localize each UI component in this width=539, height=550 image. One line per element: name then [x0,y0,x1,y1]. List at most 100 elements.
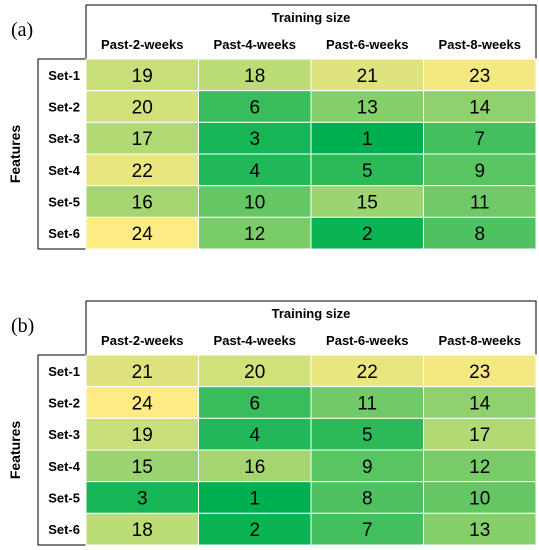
row-label: Set-5 [48,195,80,210]
heatmap-a: Training size Past-2-weeks Past-4-weeks Pas… [7,4,537,250]
heatmap-b: Training size Past-2-weeks Past-4-weeks Pas… [7,300,537,546]
row-label: Set-3 [48,131,80,146]
heatmap-cell [423,481,537,514]
cell-value: 8 [474,224,485,245]
cell-value: 13 [469,520,490,541]
cell-value: 14 [469,394,491,415]
cell-value: 17 [469,425,490,446]
heatmap-cell [423,512,537,546]
heatmap-cell [423,90,537,123]
cell-value: 22 [357,362,378,383]
column-header: Past-2-weeks [101,333,183,348]
row-label: Set-2 [48,100,80,115]
heatmap-cell [310,417,424,451]
row-label: Set-4 [48,163,81,178]
cell-value: 11 [357,394,377,415]
cell-value: 3 [137,489,148,510]
cell-value: 6 [249,98,260,119]
cell-value: 4 [249,161,260,182]
heatmap-cell [310,58,424,92]
cell-value: 3 [249,129,260,150]
panel-label: (a) [11,19,34,41]
heatmap-cell [198,449,312,483]
heatmap-cell [423,386,537,419]
heatmap-cell [423,449,537,483]
cell-value: 14 [469,98,491,119]
row-label: Set-3 [48,427,80,442]
heatmap-cell [198,354,312,388]
column-header: Past-4-weeks [214,37,296,52]
cell-value: 13 [357,98,378,119]
cell-value: 6 [249,394,260,415]
column-header: Past-2-weeks [101,37,183,52]
heatmap-cell [310,153,424,187]
cell-value: 17 [132,129,153,150]
heatmap-panel-a: (a) Training size Past-2-weeks Past-4-week… [0,0,539,254]
cell-value: 15 [357,193,378,214]
cell-value: 10 [469,489,490,510]
cell-value: 8 [362,489,373,510]
cell-value: 24 [132,394,154,415]
cell-value: 7 [362,520,373,541]
column-header: Past-6-weeks [326,37,408,52]
heatmap-cell [85,185,199,218]
heatmap-cell [85,153,199,187]
heatmap-cell [85,417,199,451]
heatmap-cell [198,512,312,546]
heatmap-cell [310,481,424,514]
heatmap-cell [310,354,424,388]
heatmap-cell [85,216,199,250]
cell-value: 21 [132,362,153,383]
row-label: Set-5 [48,491,80,506]
heatmap-cell [198,121,312,155]
heatmap-cell [198,481,312,514]
heatmap-panel-b: (b) Training size Past-2-weeks Past-4-week… [0,296,539,550]
heatmap-cell [423,185,537,218]
row-label: Set-6 [48,226,80,241]
cell-value: 19 [132,66,153,87]
heatmap-cell [310,386,424,419]
heatmap-cell [85,58,199,92]
heatmap-cell [423,216,537,250]
cell-value: 9 [474,161,485,182]
cell-value: 22 [132,161,153,182]
cell-value: 19 [132,425,153,446]
cell-value: 1 [249,489,260,510]
cell-value: 11 [470,193,490,214]
heatmap-cell [423,153,537,187]
cell-value: 23 [469,362,490,383]
panel-label: (b) [11,315,35,337]
heatmap-cell [310,216,424,250]
cell-value: 24 [132,224,154,245]
cell-value: 20 [132,98,153,119]
heatmap-cell [85,121,199,155]
row-axis-label: Features [7,421,23,480]
cell-value: 5 [362,425,373,446]
heatmap-cell [198,216,312,250]
cell-value: 2 [249,520,260,541]
heatmap-cell [423,354,537,388]
row-label: Set-6 [48,522,80,537]
heatmap-cell [198,153,312,187]
heatmap-cell [423,121,537,155]
cell-value: 18 [132,520,153,541]
cell-value: 21 [357,66,378,87]
row-label: Set-2 [48,396,80,411]
heatmap-cell [423,417,537,451]
row-label: Set-4 [48,459,81,474]
cell-value: 2 [362,224,373,245]
heatmap-cell [310,185,424,218]
column-header: Past-8-weeks [439,333,521,348]
cell-value: 5 [362,161,373,182]
row-label-frame [37,58,87,250]
column-axis-label: Training size [272,306,351,321]
cell-value: 20 [244,362,265,383]
cell-value: 12 [469,457,490,478]
cell-value: 9 [362,457,373,478]
row-label-frame [37,354,87,546]
cell-value: 4 [249,425,260,446]
cell-value: 16 [244,457,265,478]
cell-value: 15 [132,457,153,478]
heatmap-cell [85,449,199,483]
cell-value: 7 [474,129,485,150]
